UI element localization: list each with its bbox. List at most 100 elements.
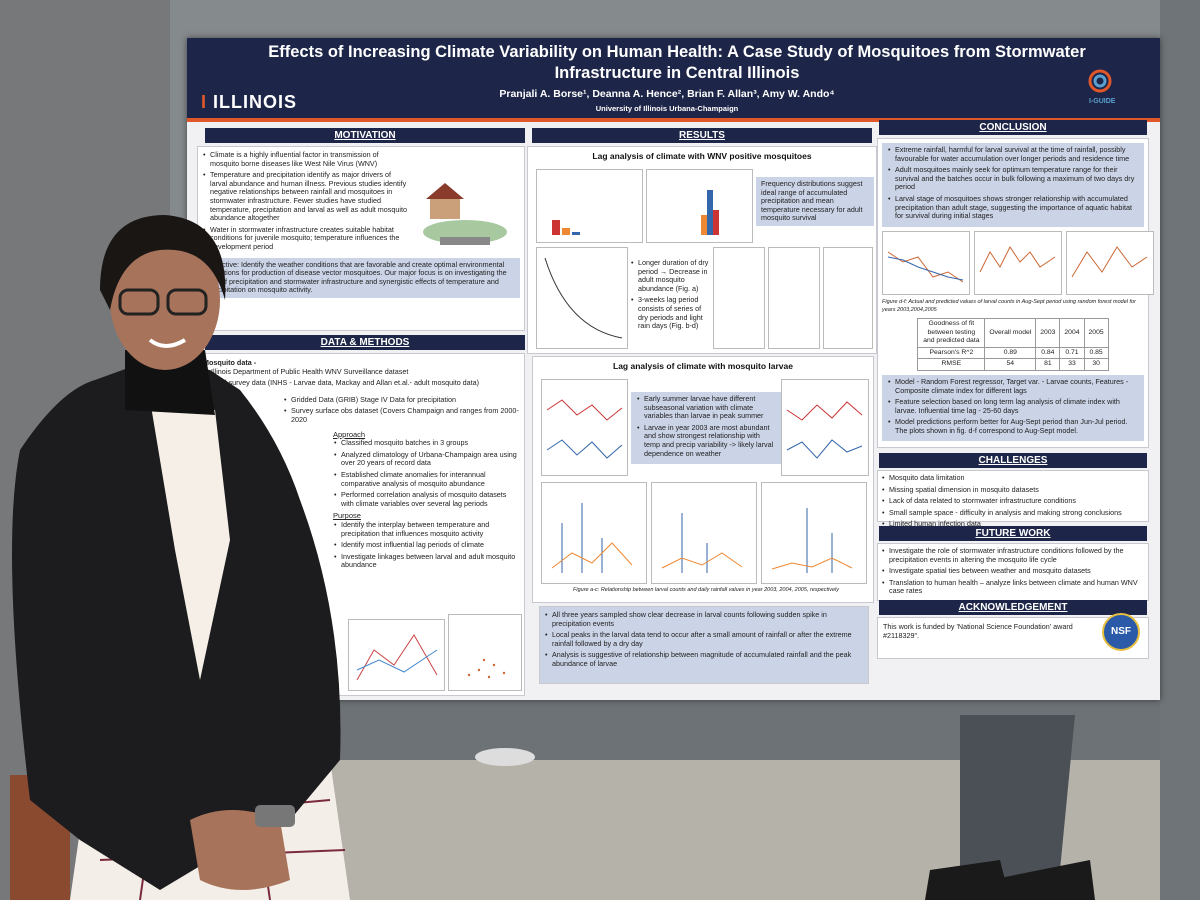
figure	[974, 230, 1062, 295]
figure	[541, 482, 647, 584]
bullet-item: All three years sampled show clear decre…	[544, 610, 864, 628]
bullet-item: Identify the interplay between temperatu…	[333, 520, 519, 538]
iguide-logo: I-GUIDE	[1088, 69, 1115, 105]
blazer	[12, 360, 341, 890]
bullet-item: Lack of data related to stormwater infra…	[881, 497, 1145, 506]
section-heading: FUTURE WORK	[879, 526, 1147, 541]
bullet-item: Extreme rainfall, harmful for larval sur…	[887, 145, 1139, 163]
bullet-item: Analyzed climatology of Urbana-Champaign…	[333, 450, 519, 468]
bullet-list: Mosquito data limitation Missing spatial …	[877, 470, 1149, 529]
bullet-item: Climate is a highly influential factor i…	[202, 150, 407, 168]
stormwater-diagram	[423, 183, 507, 245]
bullet-item: Larvae in year 2003 are most abundant an…	[636, 423, 776, 458]
figure	[882, 230, 970, 295]
figure-row	[882, 230, 1154, 295]
hair	[100, 215, 226, 310]
table-cell: 81	[1035, 358, 1061, 371]
bullet-item: Model - Random Forest regressor, Target …	[887, 377, 1139, 395]
bullet-list: Identify the interplay between temperatu…	[333, 520, 519, 570]
nsf-logo: NSF	[1102, 613, 1140, 651]
watch	[255, 805, 295, 827]
bullet-item: Investigate the role of stormwater infra…	[881, 546, 1145, 564]
bystander-legs	[960, 715, 1075, 880]
results-panel: Lag analysis of climate with mosquito la…	[532, 356, 874, 603]
caption: Figure d-f: Actual and predicted values …	[882, 298, 1136, 314]
table-cell: Overall model	[984, 317, 1037, 348]
bullet-list: Model - Random Forest regressor, Target …	[882, 374, 1144, 442]
poster-header	[187, 38, 1160, 122]
figure	[761, 482, 867, 584]
bullet-list: Classified mosquito batches in 3 groups A…	[333, 439, 519, 508]
logo-text: ILLINOIS	[213, 92, 298, 112]
bullet-list: Longer duration of dry period → Decrease…	[630, 258, 710, 334]
table-cell: RMSE	[917, 358, 986, 371]
panel-title: Lag analysis of climate with mosquito la…	[613, 361, 793, 371]
bullet-item: 3-weeks lag period consists of series of…	[630, 296, 710, 330]
figure	[1066, 230, 1154, 295]
bullet-item: Translation to human health – analyze li…	[881, 578, 1145, 596]
bullet-item: Performed correlation analysis of mosqui…	[333, 490, 519, 508]
table-cell: 0.85	[1083, 346, 1109, 360]
bullet-list: Gridded Data (GRIB) Stage IV Data for pr…	[203, 395, 519, 425]
panel-title: Lag analysis of climate with WNV positiv…	[592, 151, 812, 161]
conclusion-box: Extreme rainfall, harmful for larval sur…	[877, 138, 1154, 448]
section-heading: DATA & METHODS	[205, 335, 525, 350]
bullet-item: Local peaks in the larval data tend to o…	[544, 630, 864, 648]
label: Mosquito data -	[203, 358, 257, 367]
note: Frequency distributions suggest ideal ra…	[756, 177, 874, 226]
bullet-item: Temperature and precipitation identify a…	[202, 170, 407, 223]
figure	[541, 379, 628, 476]
bullet-item: Investigate spatial ties between weather…	[881, 567, 1145, 576]
table-cell: 33	[1059, 358, 1085, 371]
figure	[713, 247, 765, 349]
board-frame	[1160, 0, 1200, 900]
smile	[148, 338, 187, 348]
bullet-item: Model predictions perform better for Aug…	[887, 417, 1139, 435]
table-cell: 54	[984, 358, 1037, 371]
figure	[448, 614, 522, 691]
poster: Effects of Increasing Climate Variabilit…	[187, 38, 1160, 700]
table-cell: Goodness of fit between testing and pred…	[917, 317, 986, 348]
figure	[781, 379, 869, 476]
results-panel: Lag analysis of climate with WNV positiv…	[527, 146, 877, 354]
section-heading: MOTIVATION	[205, 128, 525, 143]
section-heading: ACKNOWLEDGEMENT	[879, 600, 1147, 615]
poster-title: Effects of Increasing Climate Variabilit…	[268, 43, 1086, 82]
label: Approach	[333, 429, 366, 439]
table-cell: 2004	[1059, 317, 1085, 348]
bullet-item: Mosquito data limitation	[881, 473, 1145, 483]
bullet-item: Adult mosquitoes mainly seek for optimum…	[887, 165, 1139, 192]
figure	[348, 619, 445, 691]
hands	[190, 810, 290, 890]
bullet-item: Investigate linkages between larval and …	[333, 552, 519, 570]
illinois-logo: I ILLINOIS	[201, 92, 298, 112]
figure	[651, 482, 757, 584]
bystander-shoes	[925, 860, 1095, 900]
glasses	[118, 288, 160, 316]
logo-icon	[1088, 69, 1112, 93]
bullet-item: Survey surface obs dataset (Covers Champ…	[283, 407, 519, 424]
bullet-item: Missing spatial dimension in mosquito da…	[881, 485, 1145, 495]
bullet-item: Identify most influential lag periods of…	[333, 540, 519, 550]
authors: Pranjali A. Borse¹, Deanna A. Hence², Br…	[499, 88, 835, 100]
bullet-item: Longer duration of dry period → Decrease…	[630, 258, 710, 293]
table-header: Goodness of fit between testing and pred…	[917, 317, 1109, 348]
table-cell: 0.71	[1059, 346, 1085, 360]
section-heading: RESULTS	[532, 128, 872, 143]
label: Purpose	[333, 511, 361, 521]
bullet-item: Analysis is suggestive of relationship b…	[544, 651, 864, 668]
bullet-item: Early summer larvae have different subse…	[636, 394, 776, 421]
figure	[823, 247, 873, 349]
table-cell: 0.89	[984, 346, 1037, 360]
objective: Objective: Identify the weather conditio…	[202, 257, 520, 298]
table-cell: 0.84	[1035, 346, 1061, 360]
figure	[646, 169, 753, 243]
table-cell: 30	[1083, 358, 1109, 371]
table-row: Pearson's R^2 0.89 0.84 0.71 0.85	[917, 346, 1109, 360]
bullet-item: Larval stage of mosquitoes shows stronge…	[887, 194, 1139, 221]
bullet-list: Early summer larvae have different subse…	[631, 392, 781, 465]
fit-table: Goodness of fit between testing and pred…	[917, 317, 1109, 371]
bullet-item: Gridded Data (GRIB) Stage IV Data for pr…	[283, 395, 519, 405]
figure	[536, 169, 643, 243]
section-heading: CONCLUSION	[879, 120, 1147, 135]
